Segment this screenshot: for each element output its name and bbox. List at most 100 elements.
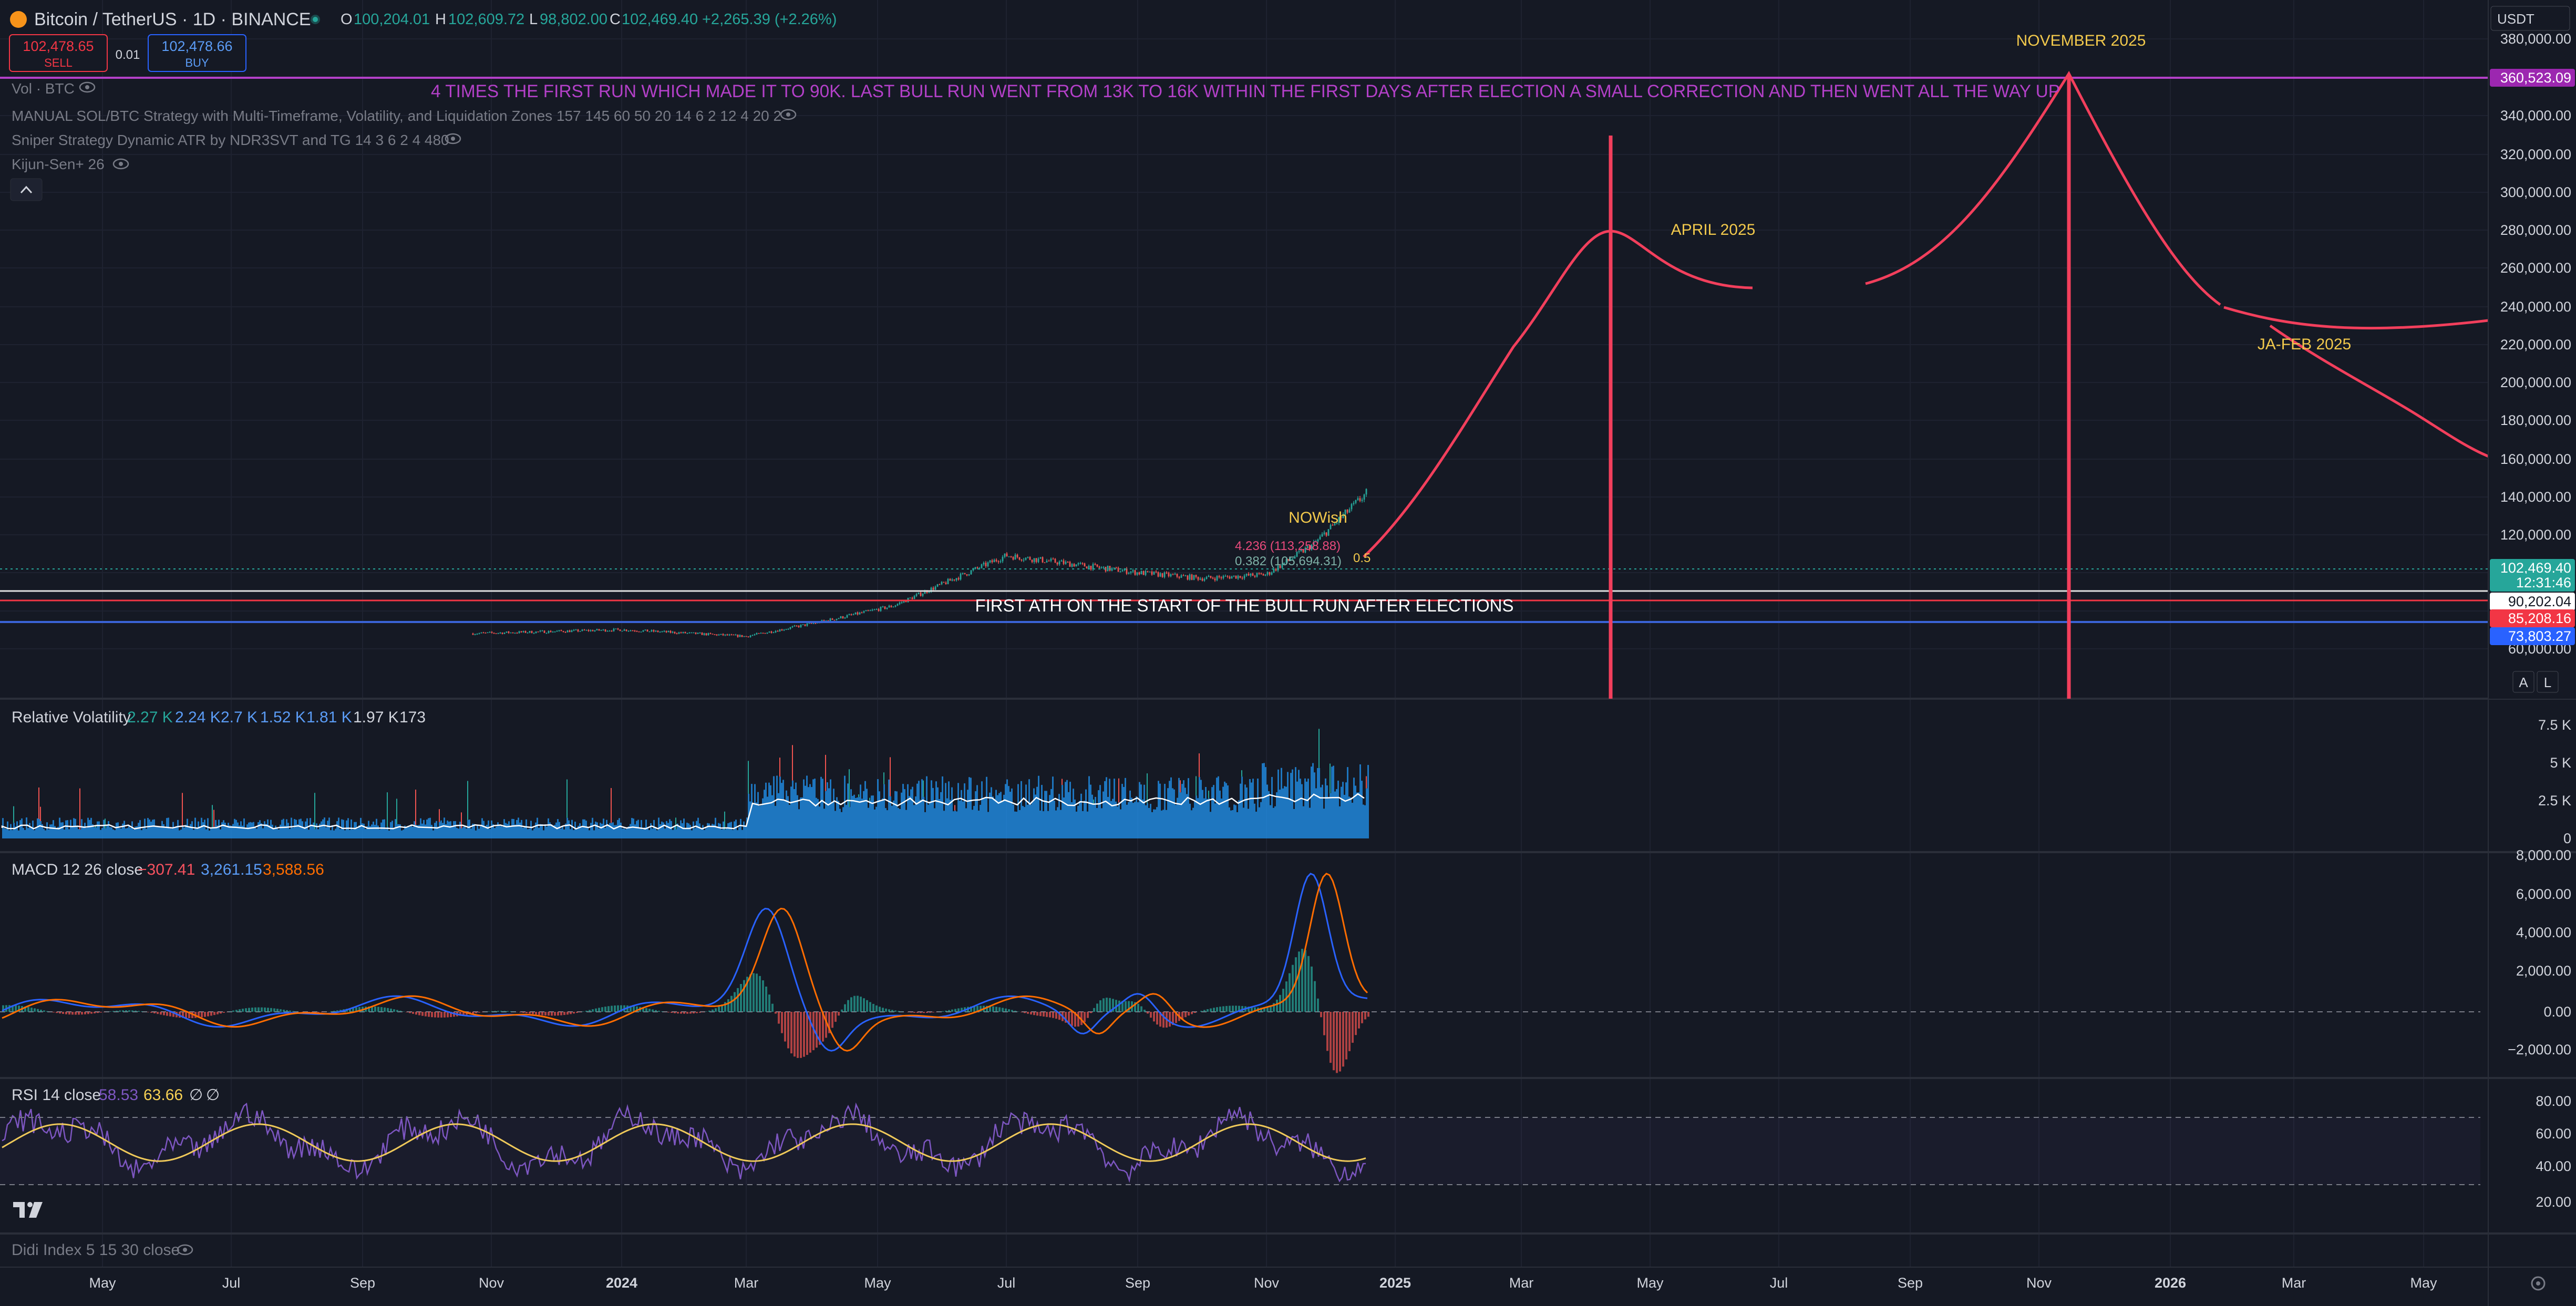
price-axis[interactable]: USDT 380,000.00340,000.00320,000.00300,0… bbox=[2488, 0, 2576, 1306]
price-tick-label: 180,000.00 bbox=[2500, 412, 2571, 428]
sell-button[interactable]: 102,478.65 SELL bbox=[9, 34, 108, 72]
rsi-band bbox=[0, 1117, 2480, 1185]
volatility-bar bbox=[1270, 805, 1271, 838]
log-scale-button[interactable]: L bbox=[2537, 671, 2559, 693]
buy-button[interactable]: 102,478.66 BUY bbox=[148, 34, 246, 72]
volatility-bar bbox=[648, 830, 650, 838]
macd-histogram-bar bbox=[630, 1006, 632, 1012]
legend-kijun-sen[interactable]: Kijun-Sen+ 26 bbox=[12, 156, 105, 172]
price-candles[interactable] bbox=[472, 488, 1367, 638]
legend-manual-strategy[interactable]: MANUAL SOL/BTC Strategy with Multi-Timef… bbox=[12, 108, 781, 124]
macd-histogram-bar bbox=[1011, 1010, 1013, 1012]
pane-axes[interactable]: 7.5 K5 K2.5 K08,000.006,000.004,000.002,… bbox=[2508, 717, 2571, 1210]
april-annotation[interactable]: APRIL 2025 bbox=[1671, 221, 1756, 239]
currency-button[interactable]: USDT bbox=[2490, 6, 2570, 31]
macd-histogram-bar bbox=[384, 1007, 386, 1012]
candle-body bbox=[556, 631, 558, 632]
volatility-bar bbox=[395, 819, 396, 838]
settings-gear-icon[interactable] bbox=[2531, 1276, 2546, 1291]
volatility-bar bbox=[847, 783, 849, 838]
macd-histogram-bar bbox=[232, 1010, 234, 1012]
legend-sniper-strategy[interactable]: Sniper Strategy Dynamic ATR by NDR3SVT a… bbox=[12, 132, 449, 148]
volatility-bar bbox=[4, 828, 5, 838]
projection-curve-plateau[interactable] bbox=[2223, 306, 2489, 330]
volatility-bar bbox=[1181, 784, 1183, 838]
candle-body bbox=[1357, 498, 1359, 500]
volatility-bar bbox=[116, 823, 117, 838]
volatility-bar bbox=[641, 820, 642, 838]
macd-histogram-bar bbox=[24, 1006, 26, 1012]
projection-curve-april[interactable] bbox=[1363, 230, 1753, 558]
macd-histogram-bar bbox=[377, 1007, 379, 1012]
volatility-bar bbox=[1120, 809, 1121, 838]
headline-annotation[interactable]: 4 TIMES THE FIRST RUN WHICH MADE IT TO 9… bbox=[431, 81, 2060, 101]
candle-body bbox=[762, 633, 764, 634]
volatility-bar bbox=[778, 793, 779, 838]
time-axis[interactable]: May Jul Sep Nov 2024 Mar May Jul Sep Nov 2025 Mar Ma… bbox=[0, 1267, 2576, 1291]
candle-body bbox=[533, 633, 535, 634]
volatility-bar bbox=[464, 826, 466, 838]
trendline-drawings[interactable] bbox=[1363, 70, 2528, 699]
macd-histogram-bar bbox=[951, 1009, 953, 1012]
horizontal-levels[interactable] bbox=[0, 77, 2488, 623]
volatility-bar bbox=[161, 821, 163, 838]
volatility-tick-label: 0 bbox=[2563, 831, 2571, 846]
candle-body bbox=[1109, 566, 1111, 571]
collapse-legend-button[interactable] bbox=[10, 178, 43, 201]
volatility-bar bbox=[1296, 781, 1298, 838]
candle-body bbox=[1155, 571, 1157, 573]
volatility-bar bbox=[1216, 778, 1218, 838]
volatility-bar bbox=[1036, 786, 1038, 838]
didi-legend[interactable]: Didi Index 5 15 30 close bbox=[12, 1241, 193, 1259]
eye-icon[interactable] bbox=[112, 158, 129, 170]
volatility-bar bbox=[81, 819, 83, 838]
symbol-title[interactable]: Bitcoin / TetherUS · 1D · BINANCE bbox=[34, 9, 311, 29]
macd-histogram-bar bbox=[1323, 1012, 1325, 1035]
volatility-bar bbox=[185, 824, 187, 838]
candle-body bbox=[978, 568, 981, 569]
macd-histogram-bar bbox=[787, 1012, 789, 1049]
candle-body bbox=[1296, 552, 1298, 557]
volatility-bar bbox=[1002, 801, 1003, 838]
volatility-bar bbox=[100, 830, 101, 838]
eye-icon[interactable] bbox=[79, 81, 96, 93]
macd-histogram-bar bbox=[570, 1012, 572, 1014]
volatility-bar bbox=[789, 804, 790, 838]
macd-histogram-bar bbox=[1251, 1007, 1253, 1012]
volatility-bar bbox=[1178, 778, 1180, 838]
volatility-bar bbox=[678, 826, 680, 838]
volatility-bar bbox=[136, 826, 138, 838]
november-annotation[interactable]: NOVEMBER 2025 bbox=[2016, 32, 2146, 49]
auto-scale-button[interactable]: A bbox=[2512, 671, 2534, 693]
macd-value: 3,588.56 bbox=[263, 861, 324, 878]
macd-histogram-bar bbox=[1043, 1012, 1045, 1017]
jafeb-annotation[interactable]: JA-FEB 2025 bbox=[2258, 336, 2351, 353]
volatility-bar bbox=[1112, 799, 1114, 838]
volatility-legend[interactable]: Relative Volatility 2.27 K 2.24 K 2.7 K … bbox=[12, 709, 426, 726]
eye-icon[interactable] bbox=[780, 109, 797, 120]
volatility-bar bbox=[1192, 807, 1194, 838]
volatility-bar bbox=[54, 826, 56, 838]
macd-histogram-bar bbox=[529, 1012, 531, 1014]
candle-body bbox=[836, 618, 838, 620]
volatility-bar bbox=[30, 827, 32, 838]
projection-curve-november[interactable] bbox=[1865, 70, 2221, 306]
legend-volume[interactable]: Vol · BTC bbox=[12, 80, 75, 97]
macd-histogram-bar bbox=[986, 1006, 988, 1012]
nowish-annotation[interactable]: NOWish bbox=[1289, 509, 1347, 526]
volatility-bar bbox=[418, 825, 420, 838]
macd-histogram-bar bbox=[1285, 981, 1287, 1012]
volatility-bar bbox=[543, 830, 544, 838]
rsi-legend[interactable]: RSI 14 close 58.53 63.66 ∅ ∅ bbox=[12, 1086, 220, 1104]
volatility-bar bbox=[677, 823, 678, 838]
volatility-bar bbox=[816, 797, 817, 838]
indicator-legend[interactable]: Vol · BTC MANUAL SOL/BTC Strategy with M… bbox=[10, 80, 797, 201]
macd-histogram-bar bbox=[998, 1007, 1001, 1012]
macd-legend[interactable]: MACD 12 26 close −307.41 3,261.15 3,588.… bbox=[12, 861, 324, 878]
eye-icon[interactable] bbox=[177, 1244, 193, 1256]
eye-icon[interactable] bbox=[445, 133, 461, 144]
candle-body bbox=[1081, 563, 1084, 564]
first-ath-annotation[interactable]: FIRST ATH ON THE START OF THE BULL RUN A… bbox=[975, 596, 1513, 615]
